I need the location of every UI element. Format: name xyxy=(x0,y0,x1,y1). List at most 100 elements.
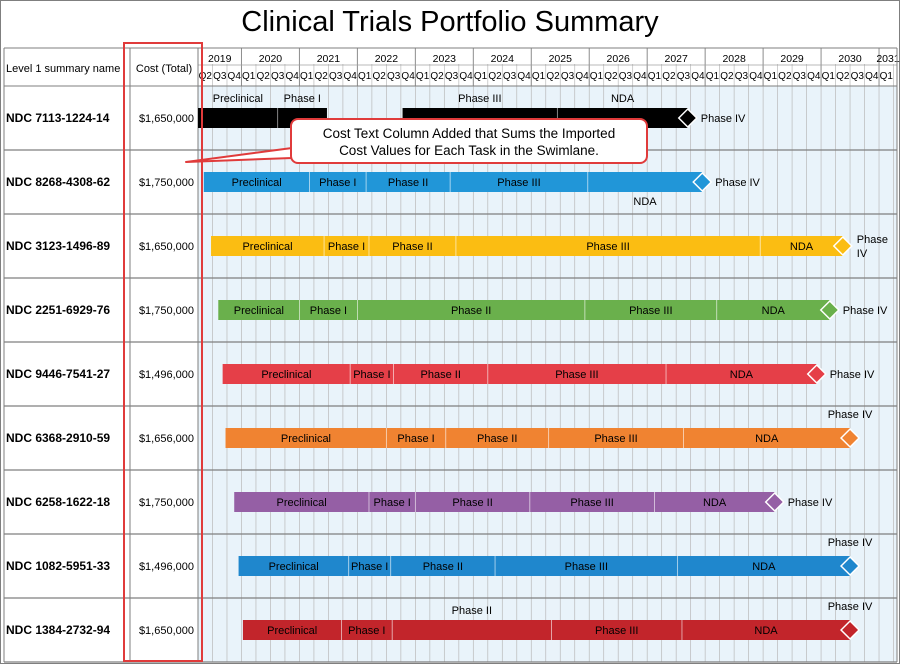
task-label: Phase I xyxy=(328,241,365,253)
task-bar-phase-i[interactable] xyxy=(386,428,446,448)
task-label: Phase I xyxy=(319,177,356,189)
quarter-label: Q2 xyxy=(546,71,560,82)
year-label: 2030 xyxy=(838,53,862,65)
row-cost: $1,496,000 xyxy=(139,369,194,381)
task-bar-preclinical[interactable] xyxy=(225,428,387,448)
milestone-diamond[interactable] xyxy=(839,555,861,577)
quarter-label: Q1 xyxy=(648,71,662,82)
milestone-label-line2: IV xyxy=(857,248,868,260)
row-name: NDC 1384-2732-94 xyxy=(6,623,110,637)
task-bar-preclinical[interactable] xyxy=(238,556,349,576)
milestone-diamond[interactable] xyxy=(832,235,853,257)
task-bar-phase-iii[interactable] xyxy=(455,236,761,256)
task-bar-phase-ii[interactable] xyxy=(392,620,552,640)
quarter-label: Q4 xyxy=(749,71,763,82)
task-label: Preclinical xyxy=(269,561,319,573)
row-name: NDC 1082-5951-33 xyxy=(6,559,110,573)
row-cost: $1,496,000 xyxy=(139,561,194,573)
task-label: NDA xyxy=(755,433,779,445)
task-bar-phase-iii[interactable] xyxy=(584,300,717,320)
task-bar-phase-iii[interactable] xyxy=(551,620,682,640)
task-bar-nda[interactable] xyxy=(760,236,843,256)
quarter-label: Q1 xyxy=(416,71,430,82)
quarter-label: Q3 xyxy=(503,71,517,82)
milestone-diamond[interactable] xyxy=(806,363,827,385)
task-bar-phase-ii[interactable] xyxy=(445,428,549,448)
task-bar-phase-iii[interactable] xyxy=(529,492,655,512)
milestone-diamond[interactable] xyxy=(819,299,840,321)
quarter-label: Q4 xyxy=(228,71,242,82)
milestone-diamond[interactable] xyxy=(677,107,698,129)
task-bar-phase-i[interactable] xyxy=(299,300,358,320)
quarter-label: Q2 xyxy=(372,71,386,82)
task-bar-phase-i[interactable] xyxy=(348,556,391,576)
row-cost: $1,650,000 xyxy=(139,241,194,253)
task-bar-phase-iii[interactable] xyxy=(495,556,678,576)
milestone-diamond[interactable] xyxy=(839,427,861,449)
task-bar-nda[interactable] xyxy=(666,364,817,384)
quarter-label: Q4 xyxy=(807,71,821,82)
task-bar-phase-i[interactable] xyxy=(309,172,367,192)
year-label: 2031 xyxy=(876,53,900,65)
task-bar-phase-ii[interactable] xyxy=(366,172,451,192)
task-bar-phase-ii[interactable] xyxy=(368,236,456,256)
task-label: NDA xyxy=(611,93,635,105)
task-bar-phase-i[interactable] xyxy=(368,492,416,512)
quarter-label: Q1 xyxy=(474,71,488,82)
quarter-label: Q1 xyxy=(706,71,720,82)
task-bar-nda[interactable] xyxy=(683,428,851,448)
task-bar-phase-i[interactable] xyxy=(341,620,393,640)
milestone-diamond[interactable] xyxy=(692,171,713,193)
task-label: Phase II xyxy=(452,605,492,617)
quarter-label: Q4 xyxy=(633,71,647,82)
task-bar-phase-ii[interactable] xyxy=(415,492,530,512)
task-bar-phase-iii[interactable] xyxy=(450,172,588,192)
task-bar-preclinical[interactable] xyxy=(234,492,369,512)
name-column-header: Level 1 summary name xyxy=(6,63,120,75)
task-label: Phase II xyxy=(421,369,461,381)
quarter-label: Q4 xyxy=(401,71,415,82)
task-label: Preclinical xyxy=(261,369,311,381)
task-bar-nda[interactable] xyxy=(681,620,851,640)
cost-column-highlight xyxy=(123,42,203,662)
quarter-label: Q1 xyxy=(880,71,894,82)
milestone-label: Phase IV xyxy=(830,369,875,381)
task-label: Phase III xyxy=(555,369,598,381)
task-label: Phase III xyxy=(570,497,613,509)
task-label: Phase I xyxy=(284,93,321,105)
task-bar-preclinical[interactable] xyxy=(218,300,300,320)
task-bar-phase-iii[interactable] xyxy=(487,364,667,384)
task-bar-preclinical[interactable] xyxy=(242,620,342,640)
cost-column-header: Cost (Total) xyxy=(136,63,192,75)
task-label: Preclinical xyxy=(277,497,327,509)
task-bar-nda[interactable] xyxy=(677,556,851,576)
task-bar-phase-ii[interactable] xyxy=(390,556,496,576)
task-label: Phase II xyxy=(452,497,492,509)
task-bar-phase-ii[interactable] xyxy=(393,364,488,384)
quarter-label: Q1 xyxy=(358,71,372,82)
task-bar-phase-i[interactable] xyxy=(350,364,394,384)
task-bar-phase-i[interactable] xyxy=(324,236,369,256)
year-label: 2029 xyxy=(780,53,804,65)
task-label: Phase I xyxy=(353,369,390,381)
quarter-label: Q2 xyxy=(199,71,213,82)
task-bar-preclinical[interactable] xyxy=(198,108,278,128)
milestone-diamond[interactable] xyxy=(839,619,861,641)
task-bar-preclinical[interactable] xyxy=(211,236,325,256)
task-label: Phase I xyxy=(310,305,347,317)
task-bar-nda[interactable] xyxy=(654,492,775,512)
quarter-label: Q2 xyxy=(662,71,676,82)
milestone-diamond[interactable] xyxy=(764,491,785,513)
row-name: NDC 9446-7541-27 xyxy=(6,367,110,381)
year-label: 2024 xyxy=(491,53,515,65)
task-bar-phase-ii[interactable] xyxy=(357,300,585,320)
quarter-label: Q1 xyxy=(822,71,836,82)
task-bar-preclinical[interactable] xyxy=(222,364,351,384)
task-label: NDA xyxy=(633,196,657,208)
task-label: NDA xyxy=(754,625,778,637)
task-bar-nda[interactable] xyxy=(716,300,830,320)
task-label: Phase II xyxy=(477,433,517,445)
task-bar-preclinical[interactable] xyxy=(203,172,310,192)
task-bar-phase-iii[interactable] xyxy=(548,428,684,448)
task-bar-nda[interactable] xyxy=(587,172,703,192)
